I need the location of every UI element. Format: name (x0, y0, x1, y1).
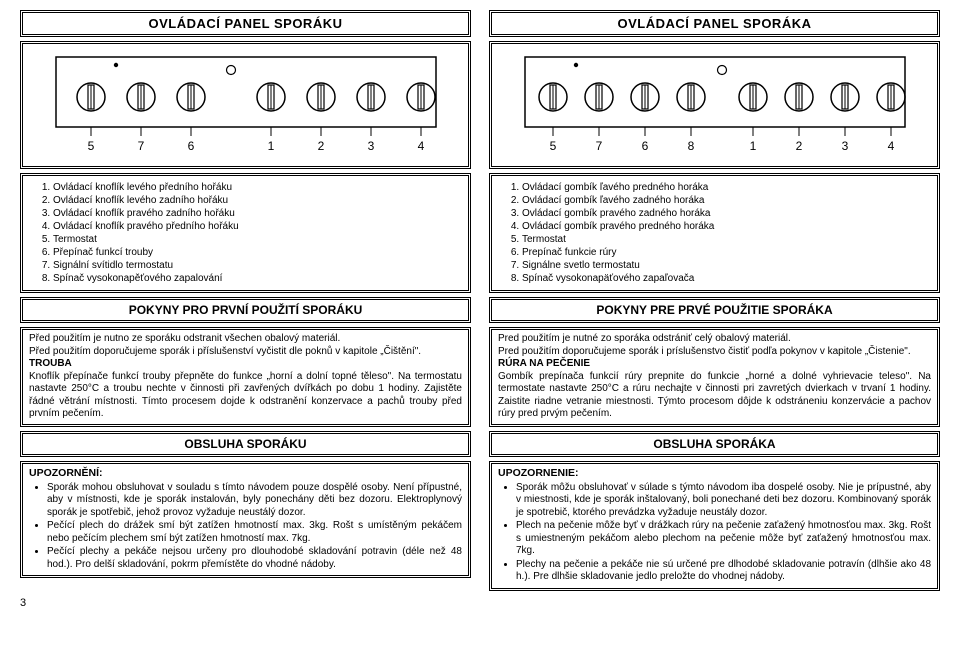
left-obsluha-title: OBSLUHA SPORÁKU (20, 431, 471, 457)
list-item: Ovládací knoflík levého předního hořáku (53, 181, 462, 194)
right-panel-title: OVLÁDACÍ PANEL SPORÁKA (489, 10, 940, 37)
left-legend-box: Ovládací knoflík levého předního hořáku … (20, 173, 471, 293)
svg-text:3: 3 (367, 139, 374, 153)
right-warn-box: UPOZORNENIE: Sporák môžu obsluhovať v sú… (489, 461, 940, 591)
list-item: Termostat (522, 233, 931, 246)
para: Před použitím doporučujeme sporák i přís… (29, 346, 462, 359)
right-column: OVLÁDACÍ PANEL SPORÁKA (489, 10, 940, 591)
list-item: Plech na pečenie môže byť v drážkach rúr… (516, 520, 931, 558)
left-warn-list: Sporák mohou obsluhovat v souladu s tímt… (29, 482, 462, 572)
svg-text:1: 1 (267, 139, 274, 153)
rura-body: Gombík prepínača funkcií rúry prepnite d… (498, 371, 931, 421)
list-item: Pečící plechy a pekáče nejsou určeny pro… (47, 546, 462, 571)
list-item: Ovládací gombík ľavého zadného horáka (522, 194, 931, 207)
list-item: Ovládací knoflík pravého předního hořáku (53, 220, 462, 233)
right-warn-list: Sporák môžu obsluhovať v súlade s týmto … (498, 482, 931, 584)
list-item: Sporák môžu obsluhovať v súlade s týmto … (516, 482, 931, 520)
left-firstuse-title: POKYNY PRO PRVNÍ POUŽITÍ SPORÁKU (20, 297, 471, 323)
list-item: Ovládací gombík pravého zadného horáka (522, 207, 931, 220)
list-item: Signální svítidlo termostatu (53, 259, 462, 272)
right-firstuse-body: Pred použitím je nutné zo sporáka odstrá… (489, 327, 940, 427)
rura-title: RÚRA NA PEČENIE (498, 358, 931, 371)
list-item: Ovládací knoflík pravého zadního hořáku (53, 207, 462, 220)
svg-text:6: 6 (187, 139, 194, 153)
svg-text:2: 2 (317, 139, 324, 153)
left-column: OVLÁDACÍ PANEL SPORÁKU (20, 10, 471, 591)
left-diagram-svg: 5 7 6 1 2 3 4 (46, 52, 446, 162)
page-columns: OVLÁDACÍ PANEL SPORÁKU (20, 10, 940, 591)
list-item: Ovládací gombík ľavého predného horáka (522, 181, 931, 194)
svg-text:5: 5 (549, 139, 556, 153)
para: Pred použitím doporučujeme sporák i prís… (498, 346, 931, 359)
list-item: Prepínač funkcie rúry (522, 246, 931, 259)
list-item: Spínač vysokonapäťového zapaľovača (522, 272, 931, 285)
trouba-body: Knoflík přepínače funkcí trouby přepněte… (29, 371, 462, 421)
list-item: Termostat (53, 233, 462, 246)
left-legend-list: Ovládací knoflík levého předního hořáku … (29, 181, 462, 285)
list-item: Plechy na pečenie a pekáče nie sú určené… (516, 559, 931, 584)
right-diagram-svg: 5 7 6 8 1 2 3 4 (515, 52, 915, 162)
svg-text:5: 5 (87, 139, 94, 153)
list-item: Signálne svetlo termostatu (522, 259, 931, 272)
list-item: Pečící plech do drážek smí být zatížen h… (47, 520, 462, 545)
page-number: 3 (20, 597, 940, 609)
svg-text:6: 6 (641, 139, 648, 153)
right-warn-title: UPOZORNENIE: (498, 467, 931, 480)
right-firstuse-title: POKYNY PRE PRVÉ POUŽITIE SPORÁKA (489, 297, 940, 323)
list-item: Spínač vysokonapěťového zapalování (53, 272, 462, 285)
left-warn-box: UPOZORNĚNÍ: Sporák mohou obsluhovat v so… (20, 461, 471, 579)
list-item: Ovládací gombík pravého predného horáka (522, 220, 931, 233)
right-diagram: 5 7 6 8 1 2 3 4 (489, 41, 940, 169)
right-obsluha-title: OBSLUHA SPORÁKA (489, 431, 940, 457)
svg-text:2: 2 (795, 139, 802, 153)
left-warn-title: UPOZORNĚNÍ: (29, 467, 462, 480)
para: Před použitím je nutno ze sporáku odstra… (29, 333, 462, 346)
left-panel-title: OVLÁDACÍ PANEL SPORÁKU (20, 10, 471, 37)
svg-text:4: 4 (887, 139, 894, 153)
right-legend-box: Ovládací gombík ľavého predného horáka O… (489, 173, 940, 293)
svg-text:1: 1 (749, 139, 756, 153)
para: Pred použitím je nutné zo sporáka odstrá… (498, 333, 931, 346)
svg-text:3: 3 (841, 139, 848, 153)
left-firstuse-body: Před použitím je nutno ze sporáku odstra… (20, 327, 471, 427)
list-item: Ovládací knoflík levého zadního hořáku (53, 194, 462, 207)
trouba-title: TROUBA (29, 358, 462, 371)
left-diagram: 5 7 6 1 2 3 4 (20, 41, 471, 169)
svg-text:7: 7 (595, 139, 602, 153)
list-item: Přepínač funkcí trouby (53, 246, 462, 259)
right-legend-list: Ovládací gombík ľavého predného horáka O… (498, 181, 931, 285)
list-item: Sporák mohou obsluhovat v souladu s tímt… (47, 482, 462, 520)
svg-text:8: 8 (687, 139, 694, 153)
svg-text:4: 4 (417, 139, 424, 153)
svg-text:7: 7 (137, 139, 144, 153)
